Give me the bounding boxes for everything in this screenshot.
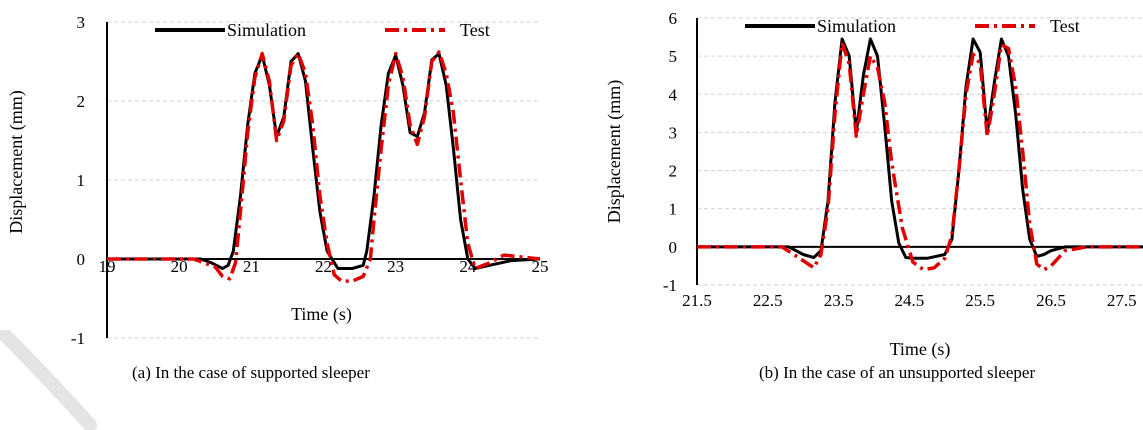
x-tick-label: 25.5 bbox=[965, 291, 995, 310]
y-tick-label: 0 bbox=[77, 250, 86, 269]
x-tick-label: 20 bbox=[171, 257, 188, 276]
x-tick-label: 22.5 bbox=[753, 291, 783, 310]
y-tick-label: 6 bbox=[669, 9, 678, 28]
x-axis-title: Time (s) bbox=[291, 304, 352, 325]
x-tick-label: 24.5 bbox=[895, 291, 925, 310]
x-tick-label: 24 bbox=[459, 257, 477, 276]
legend-label-simulation: Simulation bbox=[817, 16, 896, 36]
x-tick-label: 21 bbox=[243, 257, 260, 276]
y-tick-label: 3 bbox=[669, 123, 678, 142]
caption-a: (a) In the case of supported sleeper bbox=[132, 363, 370, 382]
x-tick-label: 19 bbox=[99, 257, 116, 276]
page-corner-mark bbox=[0, 330, 97, 430]
y-tick-label: 3 bbox=[77, 13, 86, 32]
series-line-simulation bbox=[107, 52, 541, 270]
caption-b: (b) In the case of an unsupported sleepe… bbox=[759, 363, 1036, 382]
x-tick-label: 25 bbox=[532, 257, 549, 276]
series-line-test bbox=[697, 41, 1143, 272]
chart-b: -1 0 1 2 3 4 5 6 21.5 22.5 23.5 24.5 25.5 26.5 27.5 Dis… bbox=[604, 9, 1143, 360]
y-tick-label: 4 bbox=[669, 85, 678, 104]
x-tick-label: 22 bbox=[315, 257, 332, 276]
y-tick-label: 5 bbox=[669, 47, 678, 66]
series-line-simulation bbox=[697, 37, 1143, 260]
y-tick-label: 1 bbox=[669, 200, 678, 219]
x-tick-label: 23 bbox=[387, 257, 404, 276]
x-tick-label: 21.5 bbox=[682, 291, 712, 310]
y-tick-label: -1 bbox=[663, 276, 677, 295]
y-axis-title: Displacement (mm) bbox=[6, 90, 27, 233]
series-line-test bbox=[107, 50, 541, 283]
y-tick-label: 0 bbox=[669, 238, 678, 257]
y-tick-label: -1 bbox=[71, 329, 85, 348]
legend-label-test: Test bbox=[460, 20, 490, 40]
legend-label-simulation: Simulation bbox=[227, 20, 306, 40]
y-tick-label: 2 bbox=[669, 162, 678, 181]
y-axis-title: Displacement (mm) bbox=[604, 80, 625, 223]
y-tick-label: 1 bbox=[77, 171, 86, 190]
x-axis-title: Time (s) bbox=[890, 339, 951, 360]
y-tick-label: 2 bbox=[77, 92, 86, 111]
x-tick-label: 23.5 bbox=[824, 291, 854, 310]
legend-label-test: Test bbox=[1050, 16, 1080, 36]
x-tick-label: 27.5 bbox=[1107, 291, 1137, 310]
x-tick-label: 26.5 bbox=[1036, 291, 1066, 310]
